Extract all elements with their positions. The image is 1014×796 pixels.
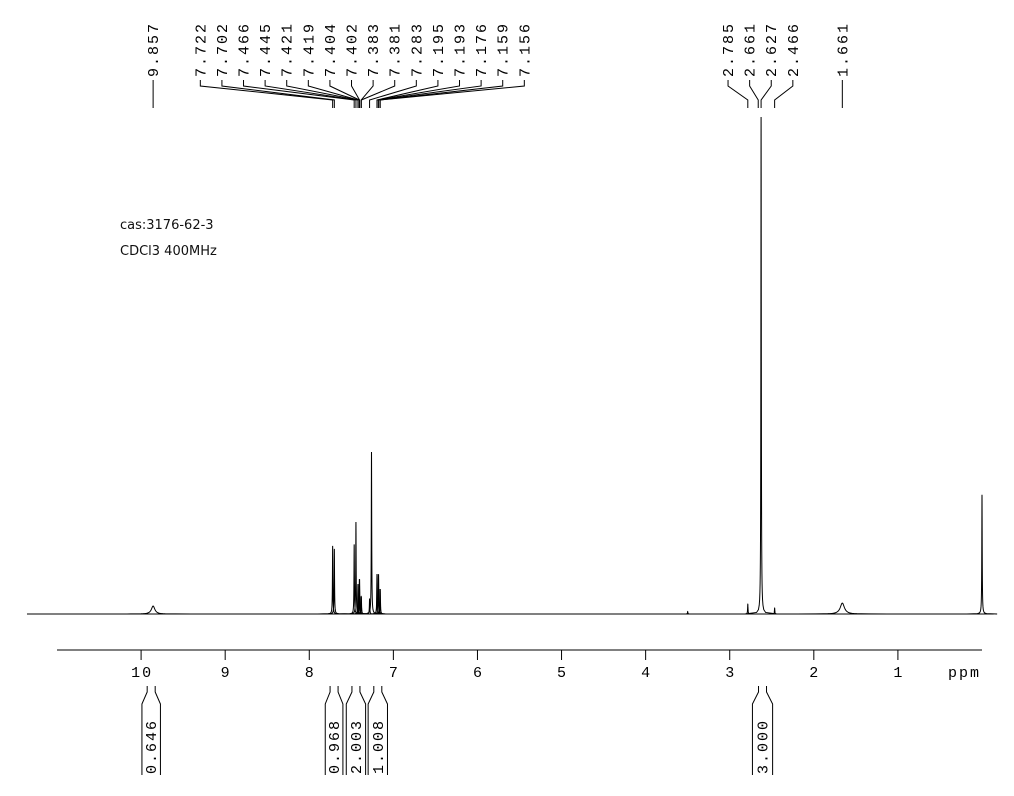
- integral-bracket: [751, 686, 774, 775]
- x-tick-label: 7: [389, 665, 400, 682]
- peak: [363, 574, 394, 615]
- peak-label: 7.402: [345, 22, 362, 77]
- peak-label: 9.857: [146, 22, 163, 77]
- x-tick-label: 9: [221, 665, 232, 682]
- x-tick-label: 4: [641, 665, 652, 682]
- peak: [732, 603, 763, 615]
- peak: [317, 545, 348, 615]
- peak-label-leader: [360, 80, 374, 108]
- peak-label-leader: [749, 80, 759, 108]
- peak-label: 2.785: [721, 22, 738, 77]
- peak-label-leader: [264, 80, 357, 108]
- peak-label: 7.419: [301, 22, 318, 77]
- peak-label: 7.381: [388, 22, 405, 77]
- peak: [344, 579, 375, 615]
- x-tick-label: 10: [131, 665, 153, 682]
- peak-label: 2.466: [786, 22, 803, 77]
- peak-label-leader: [307, 80, 359, 108]
- peak-label-leader: [774, 80, 794, 108]
- peak: [346, 596, 377, 615]
- peak: [365, 589, 396, 615]
- peak-label-leader: [351, 80, 361, 108]
- peak-label: 7.159: [496, 22, 513, 77]
- integral-bracket: [367, 686, 388, 775]
- peak-label: 7.404: [323, 22, 340, 77]
- peak: [361, 574, 393, 615]
- peak-label: 2.661: [743, 22, 760, 77]
- peak-label: 2.627: [764, 22, 781, 77]
- x-tick-label: 8: [305, 665, 316, 682]
- integral-value: 1.008: [371, 719, 388, 774]
- peak: [745, 116, 777, 615]
- peak-label: 7.466: [237, 22, 254, 77]
- peak-label-leader: [378, 80, 482, 108]
- peak-label-leader: [376, 80, 461, 108]
- peak-label: 7.383: [366, 22, 383, 77]
- peak-label: 7.156: [517, 22, 534, 77]
- x-tick-label: 6: [473, 665, 484, 682]
- annotation: CDCl3 400MHz: [120, 244, 217, 259]
- integral-value: 0.968: [327, 719, 344, 774]
- peak-label: 7.421: [280, 22, 297, 77]
- x-tick-label: 3: [725, 665, 736, 682]
- peak: [340, 522, 372, 615]
- peak-label: 7.702: [215, 22, 232, 77]
- peak-label: 7.193: [453, 22, 470, 77]
- peak-label-leader: [727, 80, 749, 108]
- integral-bracket: [141, 686, 161, 775]
- peak: [356, 451, 387, 615]
- peak-label: 1.661: [835, 22, 852, 77]
- peak: [966, 494, 998, 615]
- peak-label-leader: [360, 80, 396, 108]
- peak-label-leader: [221, 80, 335, 108]
- x-tick-label: 2: [809, 665, 820, 682]
- integral-bracket: [324, 686, 344, 775]
- peak: [690, 602, 994, 615]
- integral-bracket: [345, 686, 367, 775]
- peak-label: 7.445: [258, 22, 275, 77]
- peak-label: 7.195: [431, 22, 448, 77]
- x-tick-label: 5: [557, 665, 568, 682]
- peak: [759, 607, 790, 615]
- peak-label-leader: [369, 80, 417, 108]
- peak: [26, 605, 280, 615]
- peak-label: 7.722: [193, 22, 210, 77]
- peak-label: 7.176: [474, 22, 491, 77]
- peak: [672, 610, 703, 615]
- peak-label-leader: [199, 80, 334, 108]
- peak: [339, 544, 370, 615]
- integral-value: 2.003: [349, 719, 366, 774]
- integral-value: 0.646: [144, 719, 161, 774]
- peak-label-leader: [760, 80, 772, 108]
- integral-value: 3.000: [756, 719, 773, 774]
- annotation: cas:3176-62-3: [120, 218, 214, 233]
- peak-label-leader: [379, 80, 525, 108]
- x-axis-label: ppm: [948, 665, 981, 682]
- peak-label: 7.283: [409, 22, 426, 77]
- peak-label-leader: [243, 80, 355, 108]
- x-tick-label: 1: [893, 665, 904, 682]
- peak: [319, 548, 350, 615]
